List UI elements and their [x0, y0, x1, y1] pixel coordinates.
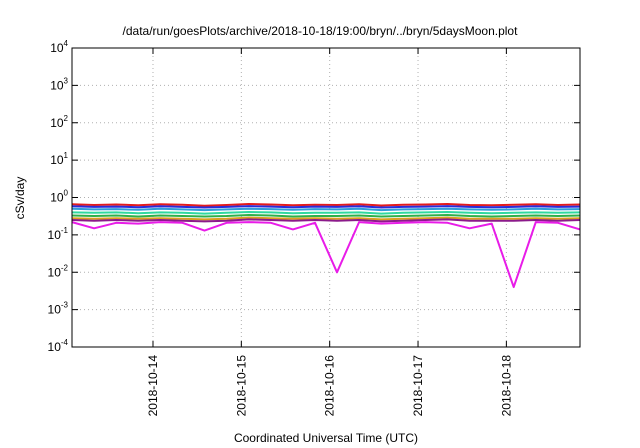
- chart-title: /data/run/goesPlots/archive/2018-10-18/1…: [123, 24, 519, 38]
- y-tick-label: 103: [50, 76, 68, 92]
- x-tick-label: 2018-10-17: [411, 355, 425, 417]
- x-tick-label: 2018-10-14: [146, 355, 160, 417]
- series-line-5: [71, 216, 581, 221]
- y-tick-label: 101: [50, 151, 68, 167]
- y-tick-label: 10-2: [48, 263, 69, 279]
- y-tick-label: 10-3: [48, 301, 69, 317]
- x-tick-label: 2018-10-18: [499, 355, 513, 417]
- series-line-7: [71, 221, 581, 289]
- series-line-0: [71, 203, 581, 207]
- x-axis: 2018-10-14 2018-10-15 2018-10-16 2018-10-17…: [146, 48, 513, 416]
- series-line-2: [71, 207, 581, 212]
- y-tick-label: 10-1: [48, 226, 69, 242]
- x-tick-label: 2018-10-16: [323, 355, 337, 417]
- x-axis-label: Coordinated Universal Time (UTC): [234, 431, 418, 445]
- y-tick-label: 100: [50, 189, 68, 205]
- series-line-3: [71, 211, 581, 215]
- grid: [72, 48, 580, 347]
- series-line-6: [71, 218, 581, 223]
- y-axis: 10-4 10-3 10-2 10-1 100 101 102 103 104: [48, 39, 580, 354]
- series-group: [71, 203, 581, 289]
- x-tick-label: 2018-10-15: [234, 355, 248, 417]
- series-line-4: [71, 214, 581, 218]
- y-tick-label: 10-4: [48, 338, 69, 354]
- series-line-1: [71, 205, 581, 209]
- y-tick-label: 102: [50, 114, 68, 130]
- y-axis-label: cSv/day: [13, 177, 27, 220]
- y-tick-label: 104: [50, 39, 68, 55]
